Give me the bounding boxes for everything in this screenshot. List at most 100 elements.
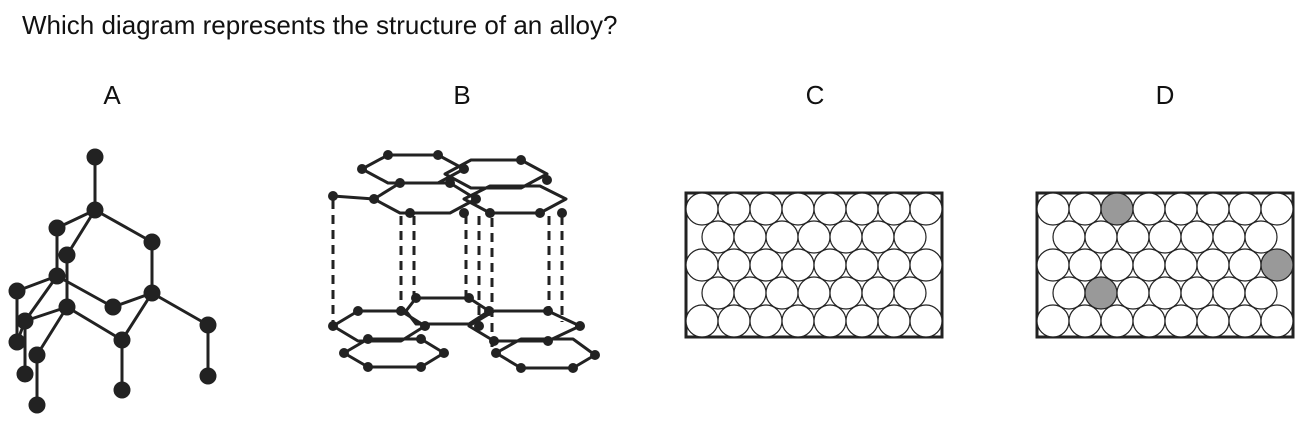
metal-atom (685, 248, 719, 282)
alloy-atom (1100, 192, 1134, 226)
metal-atom (893, 276, 927, 310)
metal-atom (861, 276, 895, 310)
metal-atom (1196, 248, 1230, 282)
metal-atom (1180, 276, 1214, 310)
metal-atom (1068, 248, 1102, 282)
metal-atom (1116, 276, 1150, 310)
alloy-atom (1260, 248, 1294, 282)
atom (104, 298, 122, 316)
atom (16, 365, 34, 383)
metal-atom (797, 220, 831, 254)
option-d-label: D (1155, 80, 1175, 110)
metal-atom (1052, 220, 1086, 254)
metal-atom (701, 220, 735, 254)
atom (113, 381, 131, 399)
metal-atom (1196, 192, 1230, 226)
metal-atom (797, 276, 831, 310)
metal-atom (1228, 304, 1262, 338)
metal-atom (845, 192, 879, 226)
diagram-a-diamond-structure (8, 148, 217, 414)
diagram-d-alloy-lattice (1035, 191, 1295, 339)
metal-atom (1212, 276, 1246, 310)
metal-atom (1148, 220, 1182, 254)
atom (8, 333, 26, 351)
metal-atom (717, 192, 751, 226)
metal-atom (845, 248, 879, 282)
metal-atom (877, 192, 911, 226)
metal-atom (1196, 304, 1230, 338)
atom (113, 331, 131, 349)
alloy-atom (1084, 276, 1118, 310)
metal-atom (1132, 304, 1166, 338)
metal-atom (1244, 276, 1278, 310)
metal-atom (1052, 276, 1086, 310)
metal-atom (813, 304, 847, 338)
metal-atom (909, 192, 943, 226)
metal-atom (781, 304, 815, 338)
metal-atom (717, 248, 751, 282)
metal-atom (781, 248, 815, 282)
metal-atom (909, 248, 943, 282)
metal-atom (781, 192, 815, 226)
metal-atom (1084, 220, 1118, 254)
metal-atom (1260, 304, 1294, 338)
metal-atom (1068, 304, 1102, 338)
metal-atom (1116, 220, 1150, 254)
metal-atom (1132, 192, 1166, 226)
metal-atom (1068, 192, 1102, 226)
metal-atom (733, 220, 767, 254)
metal-atom (893, 220, 927, 254)
atom (199, 316, 217, 334)
metal-atom (1164, 192, 1198, 226)
metal-atom (909, 304, 943, 338)
question-text: Which diagram represents the structure o… (22, 10, 618, 40)
metal-atom (1260, 192, 1294, 226)
metal-atom (813, 248, 847, 282)
metal-atom (829, 276, 863, 310)
metal-atom (1132, 248, 1166, 282)
atom (58, 246, 76, 264)
metal-atom (765, 276, 799, 310)
diagram-b-layered-hexagonal-structure (328, 150, 600, 373)
metal-atom (717, 304, 751, 338)
metal-atom (1036, 192, 1070, 226)
diagram-c-pure-metal-lattice (684, 191, 944, 339)
atom (48, 267, 66, 285)
metal-atom (1212, 220, 1246, 254)
metal-atom (685, 304, 719, 338)
atom (28, 346, 46, 364)
option-c-label: C (805, 80, 825, 110)
atom (28, 396, 46, 414)
metal-atom (1228, 248, 1262, 282)
atom (58, 298, 76, 316)
metal-atom (1228, 192, 1262, 226)
option-a-label: A (103, 80, 121, 110)
atom (143, 233, 161, 251)
atom (199, 367, 217, 385)
metal-atom (845, 304, 879, 338)
metal-atom (1036, 304, 1070, 338)
metal-atom (749, 192, 783, 226)
atom (16, 312, 34, 330)
metal-atom (861, 220, 895, 254)
metal-atom (1164, 304, 1198, 338)
metal-atom (829, 220, 863, 254)
metal-atom (1148, 276, 1182, 310)
metal-atom (701, 276, 735, 310)
atom (86, 201, 104, 219)
metal-atom (765, 220, 799, 254)
metal-atom (1180, 220, 1214, 254)
atom (48, 219, 66, 237)
metal-atom (1244, 220, 1278, 254)
metal-atom (1100, 248, 1134, 282)
metal-atom (685, 192, 719, 226)
option-b-label: B (453, 80, 471, 110)
atom (8, 282, 26, 300)
metal-atom (1036, 248, 1070, 282)
atom (143, 284, 161, 302)
metal-atom (733, 276, 767, 310)
metal-atom (1100, 304, 1134, 338)
metal-atom (1164, 248, 1198, 282)
metal-atom (749, 304, 783, 338)
metal-atom (749, 248, 783, 282)
